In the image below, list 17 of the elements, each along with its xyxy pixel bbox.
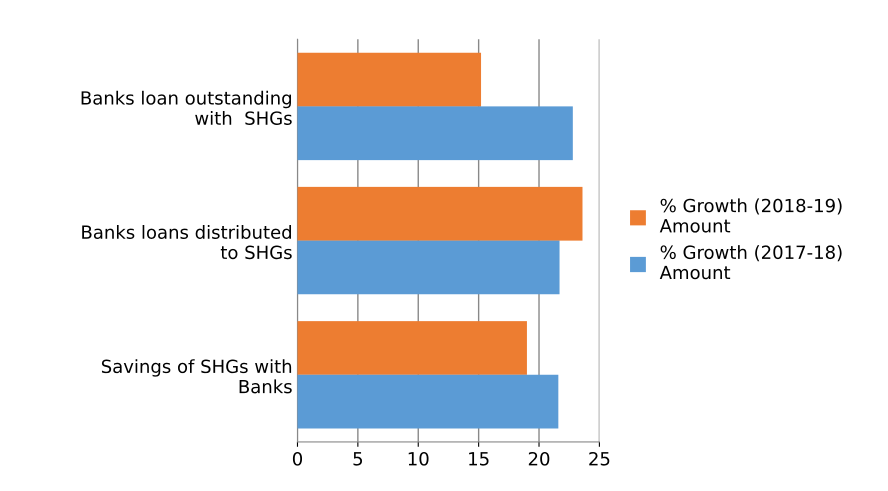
y-tick-label: Banks loans distributed to SHGs: [82, 224, 292, 260]
y-tick-label: Banks loan outstanding with SHGs: [82, 90, 292, 125]
x-tick-label: 0: [292, 452, 302, 466]
x-tick-label: 10: [408, 452, 429, 466]
x-tick-label: 5: [354, 452, 362, 466]
y-tick-label: Savings of SHGs with Banks: [102, 359, 292, 394]
bar: [297, 106, 573, 160]
x-tick-label: 15: [469, 452, 489, 466]
x-tick-label: 25: [589, 452, 610, 466]
bar: [297, 321, 527, 375]
legend-label: % Growth (2017-18) Amount: [660, 245, 842, 280]
x-tick-label: 20: [528, 452, 550, 466]
bar: [297, 186, 582, 241]
bar: [297, 374, 558, 428]
legend-label: % Growth (2018-19) Amount: [660, 198, 842, 233]
bar: [297, 52, 482, 106]
bar: [297, 240, 560, 294]
